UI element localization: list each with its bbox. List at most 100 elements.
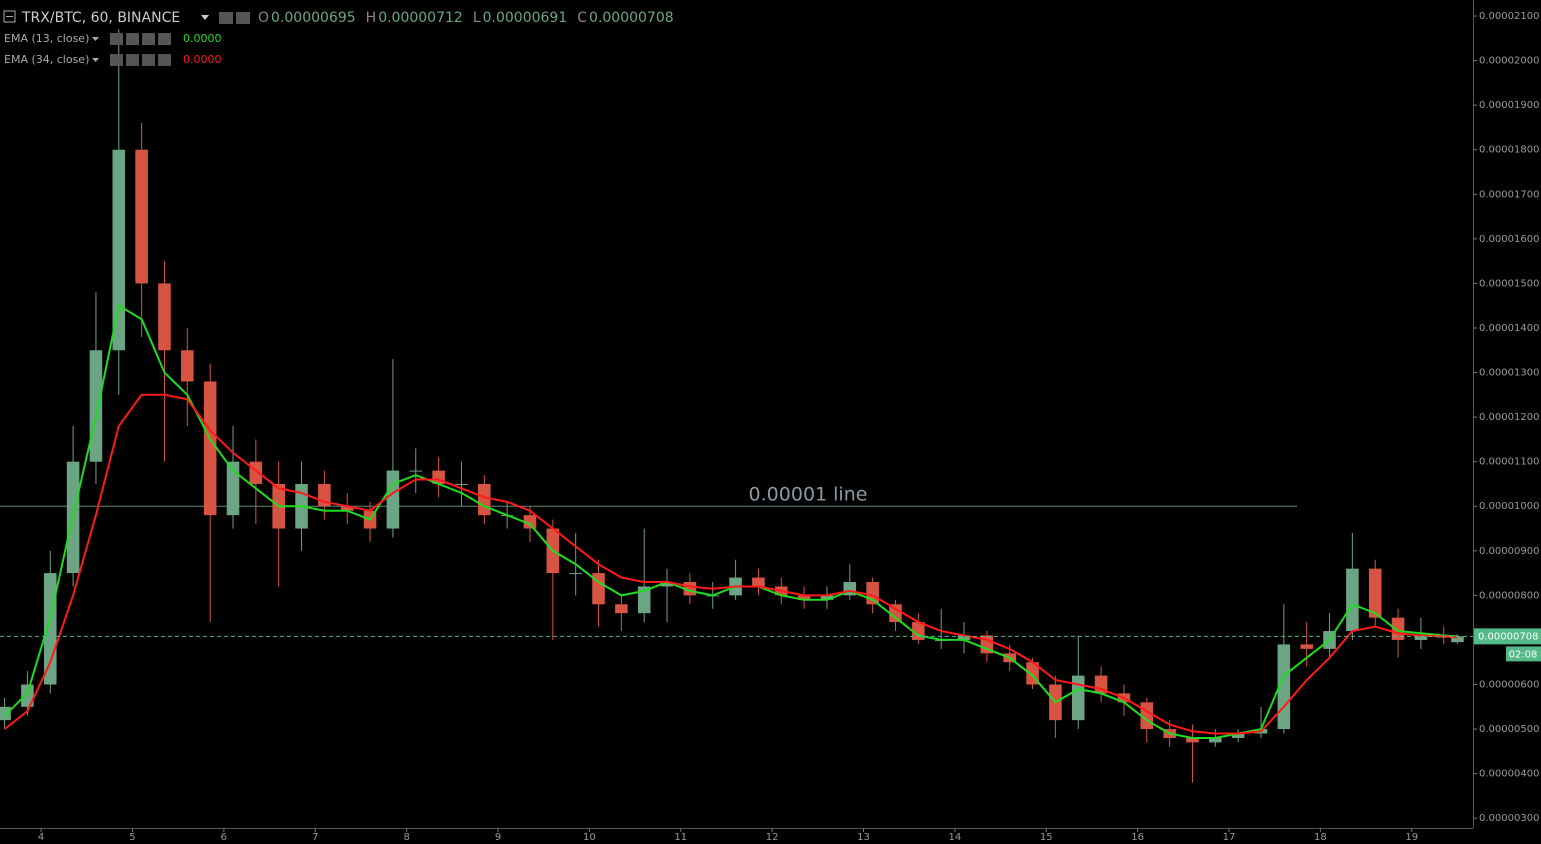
x-tick-label: 10 [583, 832, 596, 843]
ohlc-key: C [577, 10, 587, 26]
countdown-box [1506, 646, 1541, 662]
candle-body [592, 573, 605, 605]
y-tick-label: 0.00000600 [1479, 680, 1539, 691]
x-tick-label: 14 [949, 832, 962, 843]
y-tick-label: 0.00001000 [1479, 501, 1539, 512]
candle-body [409, 470, 423, 472]
price-label: 0.00000708 [1478, 631, 1538, 642]
candle-body [1231, 733, 1245, 738]
settings-icon[interactable] [236, 12, 250, 24]
ohlc-key: L [473, 10, 481, 26]
candle-body [660, 582, 674, 587]
candle-body [158, 283, 171, 351]
price-label-box [1474, 628, 1541, 645]
candle-body [957, 635, 971, 640]
x-tick-label: 5 [129, 832, 135, 843]
candle-body [1186, 737, 1199, 743]
x-tick-label: 16 [1131, 832, 1144, 843]
candle-body [135, 149, 148, 284]
x-tick-label: 4 [38, 832, 44, 843]
settings-icon[interactable] [219, 12, 233, 24]
plot: 0.00001 line [0, 29, 1473, 783]
candle-body [797, 595, 811, 600]
legend-icon [158, 33, 171, 45]
x-tick-label: 13 [857, 832, 870, 843]
candle-body [1071, 675, 1085, 721]
y-tick-label: 0.00001100 [1479, 457, 1539, 468]
legend: TRX/BTC, 60, BINANCE [3, 10, 250, 26]
legend-icon [110, 33, 123, 45]
y-tick-label: 0.00001400 [1479, 323, 1539, 334]
candle-body [478, 483, 491, 516]
candle-body [1368, 568, 1382, 618]
candle-body [21, 684, 34, 707]
legend-icon [126, 33, 139, 45]
x-tick-label: 7 [312, 832, 318, 843]
legend-dropdown [92, 58, 99, 62]
candle-body [43, 573, 57, 685]
candle-body [203, 381, 217, 516]
y-tick-label: 0.00000300 [1479, 813, 1539, 824]
x-tick-label: 17 [1223, 832, 1236, 843]
x-tick-label: 18 [1314, 832, 1327, 843]
y-tick-label: 0.00002000 [1479, 56, 1539, 67]
y-tick-label: 0.00001900 [1479, 100, 1539, 111]
dropdown[interactable] [201, 15, 209, 20]
candle-body [615, 604, 628, 614]
legend-icon [142, 33, 155, 45]
candle-body [1300, 644, 1313, 649]
candle-body [523, 515, 537, 529]
y-tick-label: 0.00000500 [1479, 724, 1539, 735]
legend-value: 0.0000 [183, 53, 222, 66]
legend-value: 0.0000 [183, 32, 222, 45]
candle-body [820, 595, 834, 600]
x-tick-label: 12 [766, 832, 779, 843]
y-tick-label: 0.00002100 [1479, 11, 1539, 22]
y-tick-label: 0.00001500 [1479, 278, 1539, 289]
ema-line [3, 393, 1458, 735]
collapse-icon[interactable] [3, 10, 16, 23]
y-tick-label: 0.00000800 [1479, 590, 1539, 601]
ohlc-value: 0.00000712 [378, 10, 463, 26]
y-tick-label: 0.00001600 [1479, 234, 1539, 245]
legend-label: EMA (13, close) [4, 32, 89, 45]
candle-body [0, 706, 11, 721]
candle-body [386, 470, 400, 529]
candle-body [181, 350, 194, 382]
legend-label: EMA (34, close) [4, 53, 89, 66]
legend-icon [126, 54, 139, 66]
legend-icon [110, 54, 123, 66]
candle-body [112, 149, 126, 351]
x-tick-label: 15 [1040, 832, 1053, 843]
ohlc-key: O [258, 10, 269, 26]
legend-icon [142, 54, 155, 66]
ohlc-key: H [366, 10, 377, 26]
ohlc-value: 0.00000695 [271, 10, 356, 26]
x-tick-label: 11 [674, 832, 687, 843]
x-tick-label: 6 [221, 832, 227, 843]
candle-body [889, 604, 902, 623]
countdown: 02:08 [1509, 649, 1538, 660]
candle-body [1346, 568, 1359, 632]
symbol[interactable]: TRX/BTC, 60, BINANCE [21, 10, 180, 26]
x-tick-label: 8 [403, 832, 409, 843]
x-tick-label: 19 [1405, 832, 1418, 843]
candle-body [89, 350, 103, 462]
candle-body [1209, 737, 1222, 743]
legend-dropdown [92, 37, 99, 41]
legend-icon [158, 54, 171, 66]
candle-body [637, 586, 651, 614]
y-tick-label: 0.00001200 [1479, 412, 1539, 423]
y-tick-label: 0.00001300 [1479, 368, 1539, 379]
ohlc-value: 0.00000708 [589, 10, 674, 26]
x-tick-label: 9 [495, 832, 501, 843]
candle-body [455, 483, 468, 485]
candle-body [1414, 635, 1428, 640]
candle-body [340, 506, 354, 511]
candle-body [1277, 644, 1291, 730]
candle-body [226, 461, 240, 516]
y-tick-label: 0.00000900 [1479, 546, 1539, 557]
y-tick-label: 0.00001800 [1479, 145, 1539, 156]
